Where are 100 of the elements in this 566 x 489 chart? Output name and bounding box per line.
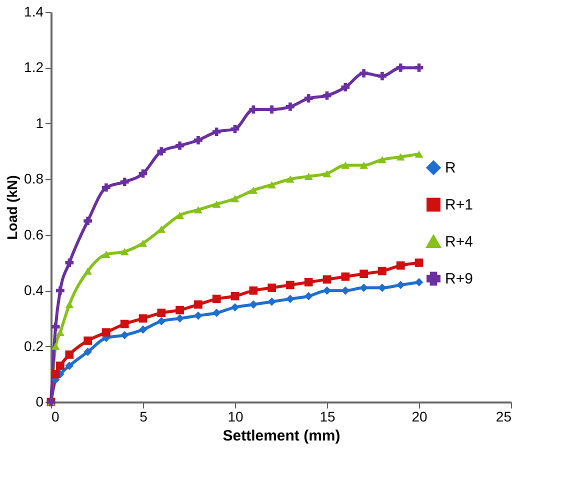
point — [51, 322, 60, 331]
point — [138, 169, 148, 178]
point — [249, 105, 258, 114]
y-tick-label: 0.6 — [24, 226, 44, 242]
legend-label: R+4 — [445, 234, 473, 251]
point — [378, 284, 386, 292]
point — [212, 200, 221, 208]
point — [84, 336, 92, 345]
point — [414, 64, 424, 72]
point — [212, 308, 221, 318]
y-tick-label: 1 — [36, 114, 44, 131]
point — [304, 94, 313, 103]
point — [322, 170, 332, 178]
point — [286, 102, 294, 111]
point — [396, 261, 405, 270]
point — [304, 278, 313, 286]
x-tick-label: 5 — [140, 408, 148, 424]
point — [56, 328, 64, 336]
point — [176, 212, 184, 219]
point — [304, 292, 313, 300]
point — [268, 105, 276, 114]
point — [120, 320, 129, 328]
point — [65, 258, 74, 267]
point — [286, 176, 294, 183]
point — [341, 272, 350, 281]
point — [414, 278, 424, 286]
point — [56, 286, 64, 295]
point — [194, 136, 202, 144]
point — [341, 162, 350, 169]
point — [138, 325, 148, 334]
y-tick-label: 0.4 — [24, 282, 44, 298]
point — [322, 275, 332, 284]
legend-label: R+1 — [445, 196, 473, 214]
point — [120, 248, 129, 256]
point — [102, 250, 110, 258]
x-tick-label: 0 — [52, 408, 60, 424]
point — [414, 258, 424, 267]
point — [138, 240, 148, 247]
point — [378, 72, 386, 80]
point — [396, 280, 405, 290]
legend-label: R+9 — [445, 270, 473, 288]
x-axis-title: Settlement (mm) — [222, 428, 340, 444]
point — [249, 286, 258, 295]
point — [360, 69, 368, 78]
point — [120, 330, 129, 340]
point — [286, 280, 294, 290]
point — [157, 308, 166, 318]
point — [176, 314, 184, 323]
point — [84, 216, 92, 226]
point — [65, 362, 74, 370]
point — [341, 83, 350, 92]
y-tick-label: 0.2 — [24, 338, 44, 354]
x-tick-label: 25 — [496, 408, 512, 424]
point — [322, 91, 332, 100]
point — [56, 362, 64, 370]
x-tick-label: 10 — [228, 408, 244, 424]
point — [102, 328, 110, 337]
point — [378, 266, 386, 276]
point — [157, 147, 166, 156]
point — [120, 178, 129, 186]
point — [84, 348, 92, 356]
point — [268, 284, 276, 292]
point — [194, 300, 202, 309]
point — [102, 183, 110, 192]
point — [268, 181, 276, 188]
point — [360, 270, 368, 278]
point — [230, 292, 240, 300]
point — [286, 294, 294, 304]
point — [84, 267, 92, 275]
point — [360, 284, 368, 292]
point — [212, 294, 221, 304]
point — [65, 350, 74, 359]
point — [212, 128, 221, 136]
point — [304, 172, 313, 180]
point — [396, 64, 405, 72]
point — [65, 300, 74, 308]
y-tick-label: 0.8 — [24, 170, 44, 187]
y-tick-label: 1.4 — [24, 4, 44, 20]
point — [51, 370, 60, 378]
y-axis-title: Load (kN) — [4, 175, 20, 240]
point — [396, 153, 405, 160]
point — [51, 342, 60, 350]
point — [230, 195, 240, 202]
point — [157, 317, 166, 326]
x-tick-label: 15 — [320, 408, 336, 424]
y-tick-label: 0 — [36, 394, 44, 410]
legend-label: R — [445, 160, 456, 177]
point — [138, 314, 148, 323]
point — [249, 186, 258, 194]
y-tick-label: 1.2 — [24, 59, 44, 76]
point — [176, 306, 184, 314]
point — [268, 298, 276, 306]
point — [249, 300, 258, 309]
point — [194, 206, 202, 214]
point — [360, 162, 368, 169]
point — [378, 156, 386, 164]
point — [230, 303, 240, 312]
point — [194, 311, 202, 320]
point — [176, 142, 184, 150]
point — [414, 150, 424, 158]
